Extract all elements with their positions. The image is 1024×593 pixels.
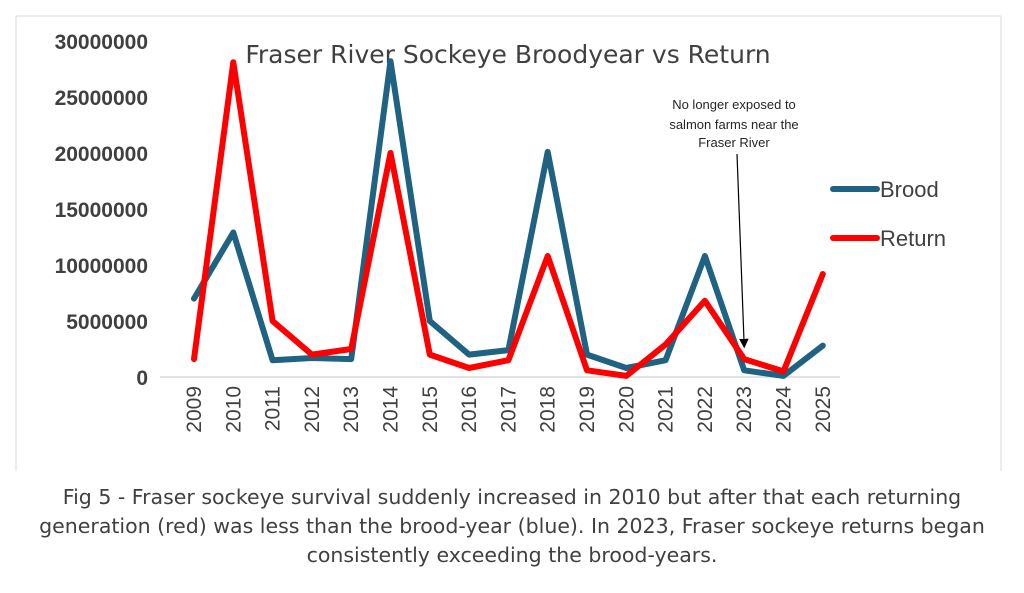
y-axis: 0 5000000 10000000 15000000 20000000 25000000… bbox=[55, 31, 148, 390]
data-point-brood bbox=[469, 354, 470, 355]
annotation-text: No longer exposed to bbox=[672, 97, 796, 112]
data-point-return bbox=[390, 153, 391, 154]
data-point-brood bbox=[311, 357, 312, 358]
data-point-brood bbox=[194, 298, 195, 299]
chart: Fraser River Sockeye Broodyear vs Return… bbox=[15, 15, 1002, 471]
caption-line: generation (red) was less than the brood… bbox=[39, 514, 985, 538]
x-tick-label: 2010 bbox=[222, 386, 245, 433]
caption-line: consistently exceeding the brood-years. bbox=[306, 543, 718, 567]
data-point-brood bbox=[822, 345, 823, 346]
data-point-return bbox=[704, 300, 705, 301]
data-point-return bbox=[272, 321, 273, 322]
data-point-return bbox=[469, 368, 470, 369]
x-tick-label: 2020 bbox=[615, 386, 638, 433]
x-tick-label: 2012 bbox=[301, 386, 324, 433]
data-point-return bbox=[783, 371, 784, 372]
data-point-brood bbox=[626, 368, 627, 369]
y-tick-label: 25000000 bbox=[55, 87, 148, 110]
x-tick-label: 2009 bbox=[183, 386, 206, 433]
data-point-brood bbox=[783, 375, 784, 376]
data-point-brood bbox=[233, 232, 234, 233]
data-point-brood bbox=[272, 360, 273, 361]
data-point-return bbox=[744, 359, 745, 360]
series-line-brood bbox=[191, 58, 826, 379]
x-tick-label: 2023 bbox=[733, 386, 756, 433]
data-point-return bbox=[351, 349, 352, 350]
data-point-brood bbox=[744, 370, 745, 371]
x-tick-label: 2021 bbox=[655, 386, 678, 433]
annotation-text: salmon farms near the bbox=[669, 117, 798, 132]
x-tick-label: 2018 bbox=[537, 386, 560, 433]
data-point-return bbox=[508, 360, 509, 361]
x-tick-label: 2017 bbox=[497, 386, 520, 433]
annotation-arrow bbox=[736, 153, 749, 349]
caption-line: Fig 5 - Fraser sockeye survival suddenly… bbox=[62, 485, 962, 509]
data-point-return bbox=[311, 354, 312, 355]
annotation: No longer exposed to salmon farms near th… bbox=[669, 97, 799, 349]
x-tick-label: 2025 bbox=[812, 386, 835, 433]
y-tick-label: 30000000 bbox=[55, 31, 148, 54]
y-tick-label: 0 bbox=[136, 367, 148, 390]
data-point-brood bbox=[351, 359, 352, 360]
x-tick-label: 2013 bbox=[340, 386, 363, 433]
y-tick-label: 5000000 bbox=[66, 311, 148, 334]
x-tick-label: 2016 bbox=[458, 386, 481, 433]
legend-label-brood: Brood bbox=[880, 177, 939, 202]
data-point-return bbox=[233, 62, 234, 63]
x-tick-label: 2011 bbox=[262, 386, 285, 431]
x-tick-label: 2024 bbox=[773, 386, 796, 433]
series-line-return bbox=[191, 59, 826, 379]
annotation-text: Fraser River bbox=[698, 135, 770, 150]
x-tick-label: 2019 bbox=[576, 386, 599, 433]
y-tick-label: 20000000 bbox=[55, 143, 148, 166]
data-point-return bbox=[626, 375, 627, 376]
data-point-brood bbox=[587, 354, 588, 355]
legend: Brood Return bbox=[830, 177, 946, 251]
data-point-brood bbox=[390, 61, 391, 62]
chart-frame bbox=[15, 15, 1002, 471]
x-tick-label: 2022 bbox=[694, 386, 717, 433]
x-tick-label: 2015 bbox=[419, 386, 442, 433]
data-point-brood bbox=[665, 360, 666, 361]
data-point-return bbox=[822, 273, 823, 274]
figure-caption: Fig 5 - Fraser sockeye survival suddenly… bbox=[0, 483, 1024, 570]
data-point-return bbox=[587, 370, 588, 371]
x-tick-label: 2014 bbox=[380, 386, 403, 433]
data-point-return bbox=[665, 344, 666, 345]
data-point-brood bbox=[508, 350, 509, 351]
data-point-brood bbox=[429, 321, 430, 322]
x-axis: 2009 2010 2011 2012 2013 2014 2015 2016 2017 2018… bbox=[183, 386, 835, 433]
data-point-return bbox=[194, 359, 195, 360]
y-tick-label: 10000000 bbox=[55, 255, 148, 278]
series-layer bbox=[191, 58, 826, 379]
data-point-brood bbox=[547, 151, 548, 152]
data-point-brood bbox=[704, 256, 705, 257]
legend-label-return: Return bbox=[880, 226, 946, 251]
data-point-return bbox=[429, 354, 430, 355]
data-point-return bbox=[547, 256, 548, 257]
y-tick-label: 15000000 bbox=[55, 199, 148, 222]
chart-title: Fraser River Sockeye Broodyear vs Return bbox=[245, 40, 770, 69]
